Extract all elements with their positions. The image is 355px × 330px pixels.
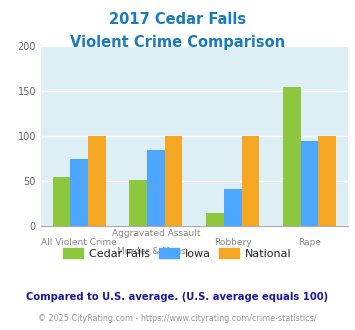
Bar xyxy=(301,141,318,226)
Bar xyxy=(283,87,301,226)
Text: Murder & Mans...: Murder & Mans... xyxy=(117,248,195,256)
Text: Rape: Rape xyxy=(298,238,321,247)
Bar xyxy=(53,178,70,226)
Bar xyxy=(318,136,336,226)
Text: 2017 Cedar Falls: 2017 Cedar Falls xyxy=(109,12,246,26)
Bar xyxy=(70,159,88,226)
Text: Violent Crime Comparison: Violent Crime Comparison xyxy=(70,35,285,50)
Text: All Violent Crime: All Violent Crime xyxy=(41,238,117,247)
Legend: Cedar Falls, Iowa, National: Cedar Falls, Iowa, National xyxy=(59,244,296,263)
Bar xyxy=(241,136,259,226)
Bar xyxy=(130,180,147,226)
Text: Compared to U.S. average. (U.S. average equals 100): Compared to U.S. average. (U.S. average … xyxy=(26,292,329,302)
Text: © 2025 CityRating.com - https://www.cityrating.com/crime-statistics/: © 2025 CityRating.com - https://www.city… xyxy=(38,314,317,323)
Bar xyxy=(165,136,182,226)
Bar xyxy=(147,149,165,226)
Bar xyxy=(224,189,241,226)
Bar xyxy=(88,136,106,226)
Text: Robbery: Robbery xyxy=(214,238,252,247)
Bar xyxy=(206,213,224,226)
Text: Aggravated Assault: Aggravated Assault xyxy=(112,229,200,238)
